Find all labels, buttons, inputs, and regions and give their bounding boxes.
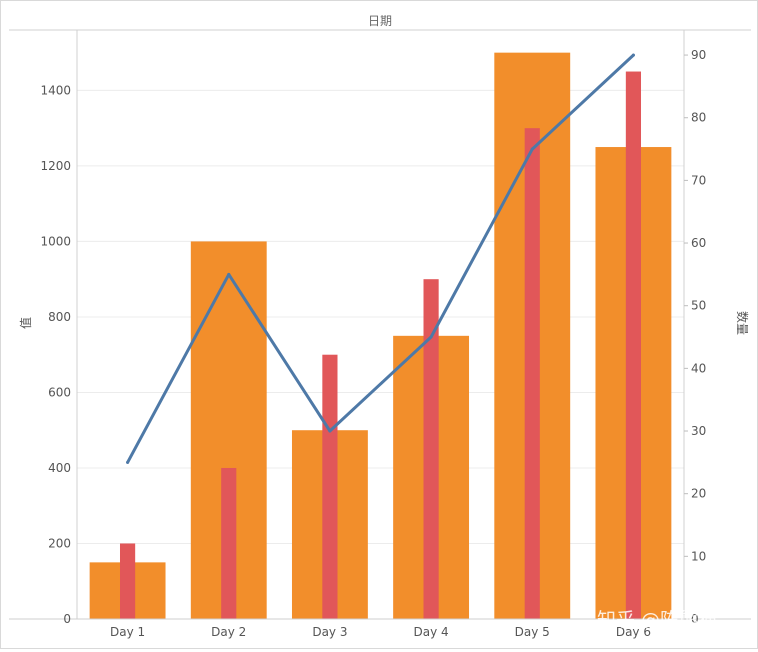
y-right-tick-label: 90 (691, 48, 706, 62)
y-left-tick-label: 1200 (40, 159, 71, 173)
bar-narrow (322, 354, 338, 619)
y-axis-right-ticks: 0 10 20 30 40 50 60 70 80 90 (684, 48, 706, 626)
x-tick-label: Day 4 (414, 625, 449, 639)
x-tick-label: Day 1 (110, 625, 145, 639)
y-left-tick-label: 1400 (40, 83, 71, 97)
y-right-tick-label: 70 (691, 173, 706, 187)
y-right-tick-label: 50 (691, 299, 706, 313)
line-point (328, 429, 332, 433)
line-point (126, 460, 130, 464)
y-right-tick-label: 80 (691, 111, 706, 125)
line-point (530, 147, 534, 151)
line-path (126, 53, 635, 464)
bar-narrow (119, 543, 136, 619)
x-tick-label: Day 6 (616, 625, 651, 639)
chart-header: 日期 (368, 14, 392, 28)
y-right-tick-label: 40 (691, 361, 706, 375)
y-right-tick-label: 30 (691, 424, 706, 438)
bar-narrow (221, 467, 237, 619)
y-left-tick-label: 1000 (40, 234, 71, 248)
watermark-text: 知乎 @陈熊猫 (597, 609, 717, 631)
y-left-tick-label: 400 (48, 461, 71, 475)
x-tick-label: Day 2 (211, 625, 246, 639)
x-tick-label: Day 3 (312, 625, 347, 639)
y-left-tick-label: 0 (63, 612, 71, 626)
bar-narrow (524, 128, 540, 619)
y-axis-right-label: 数量 (735, 311, 750, 335)
bars-narrow-series (119, 71, 642, 620)
line-point (227, 272, 231, 276)
line-series (126, 53, 635, 464)
bar-narrow (625, 71, 642, 620)
y-axis-left-ticks: 0 200 400 600 800 1000 1200 1400 (40, 83, 71, 626)
x-tick-label: Day 5 (515, 625, 550, 639)
y-right-tick-label: 20 (691, 487, 706, 501)
y-left-tick-label: 600 (48, 385, 71, 399)
y-right-tick-label: 0 (691, 612, 699, 626)
line-point (429, 335, 433, 339)
y-right-tick-label: 60 (691, 236, 706, 250)
y-left-tick-label: 200 (48, 536, 71, 550)
line-point (631, 53, 635, 57)
bars-wide-series (89, 52, 672, 620)
gridlines (77, 89, 684, 620)
y-left-tick-label: 800 (48, 310, 71, 324)
y-right-tick-label: 10 (691, 549, 706, 563)
x-axis-ticks: Day 1 Day 2 Day 3 Day 4 Day 5 Day 6 (110, 625, 651, 639)
y-axis-left-label: 值 (18, 317, 33, 329)
bar-narrow (423, 279, 439, 619)
